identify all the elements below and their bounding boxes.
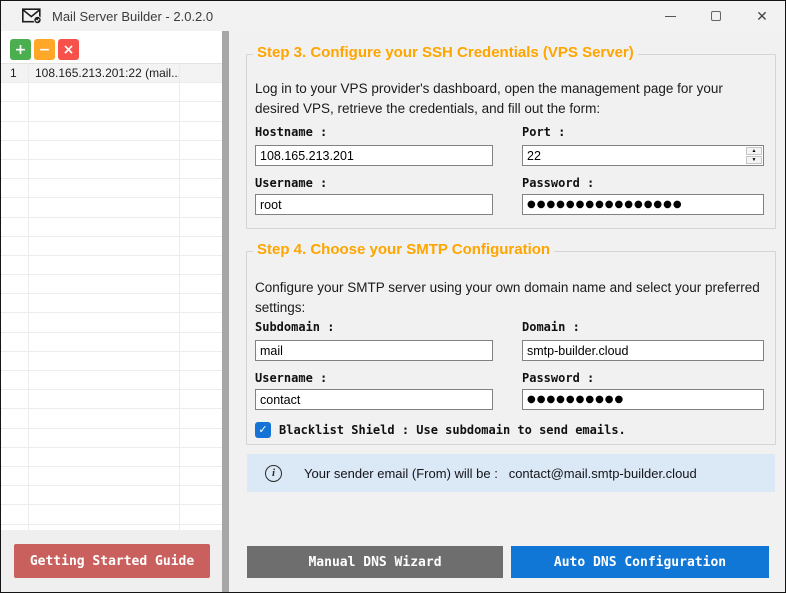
server-list-row-selected[interactable]: 1 108.165.213.201:22 (mail.... xyxy=(1,64,222,84)
server-list-row-empty[interactable] xyxy=(1,236,222,256)
close-button[interactable]: ✕ xyxy=(739,1,785,31)
manual-dns-wizard-button[interactable]: Manual DNS Wizard xyxy=(247,546,503,578)
auto-dns-configuration-button[interactable]: Auto DNS Configuration xyxy=(511,546,769,578)
port-increment-button[interactable]: ▲ xyxy=(746,147,762,155)
server-list-row-empty[interactable] xyxy=(1,447,222,467)
port-input[interactable] xyxy=(522,145,764,166)
server-list-row-empty[interactable] xyxy=(1,313,222,333)
server-list-row-empty[interactable] xyxy=(1,179,222,199)
subdomain-label: Subdomain : xyxy=(255,320,335,334)
hostname-input[interactable] xyxy=(255,145,493,166)
left-panel-footer: Getting Started Guide xyxy=(1,530,222,592)
add-server-button[interactable]: + xyxy=(10,39,31,60)
server-list-row-empty[interactable] xyxy=(1,275,222,295)
server-list-row-empty[interactable] xyxy=(1,505,222,525)
title-bar: Mail Server Builder - 2.0.2.0 ✕ xyxy=(1,1,785,31)
step4-groupbox: Step 4. Choose your SMTP Configuration C… xyxy=(246,241,776,445)
server-list-panel: + − × 1 108.165.213.201:22 (mail.... Get… xyxy=(1,31,222,592)
server-list-row-empty[interactable] xyxy=(1,332,222,352)
getting-started-guide-button[interactable]: Getting Started Guide xyxy=(14,544,210,578)
server-list-row-empty[interactable] xyxy=(1,159,222,180)
row-label: 108.165.213.201:22 (mail.... xyxy=(29,64,180,83)
window-title: Mail Server Builder - 2.0.2.0 xyxy=(52,8,214,24)
smtp-username-label: Username : xyxy=(255,371,328,385)
ssh-password-label: Password : xyxy=(522,176,595,190)
server-list-row-empty[interactable] xyxy=(1,294,222,314)
sender-email-info-bar: i Your sender email (From) will be : con… xyxy=(247,454,775,492)
server-list-row-empty[interactable] xyxy=(1,102,222,122)
delete-server-button[interactable]: × xyxy=(58,39,79,60)
server-list-row-empty[interactable] xyxy=(1,140,222,160)
close-icon: ✕ xyxy=(756,8,768,24)
server-list-row-empty[interactable] xyxy=(1,351,222,371)
sender-email-text: Your sender email (From) will be : conta… xyxy=(304,465,697,481)
step4-title: Step 4. Choose your SMTP Configuration xyxy=(253,241,555,258)
blacklist-shield-row: ✓ Blacklist Shield : Use subdomain to se… xyxy=(255,422,626,438)
server-list-row-empty[interactable] xyxy=(1,217,222,237)
hostname-label: Hostname : xyxy=(255,125,328,139)
step3-title: Step 3. Configure your SSH Credentials (… xyxy=(253,44,638,61)
server-list-row-empty[interactable] xyxy=(1,428,222,448)
server-list-row-empty[interactable] xyxy=(1,486,222,506)
minimize-button[interactable] xyxy=(647,1,693,31)
blacklist-shield-label: Blacklist Shield : Use subdomain to send… xyxy=(279,423,626,437)
server-list-row-empty[interactable] xyxy=(1,390,222,410)
server-list-row-empty[interactable] xyxy=(1,524,222,530)
row-index: 1 xyxy=(1,64,29,83)
config-panel: Step 3. Configure your SSH Credentials (… xyxy=(229,31,785,592)
server-list-row-empty[interactable] xyxy=(1,371,222,391)
window-controls: ✕ xyxy=(647,1,785,31)
server-list-row-empty[interactable] xyxy=(1,198,222,218)
smtp-password-input[interactable] xyxy=(522,389,764,410)
ssh-username-input[interactable] xyxy=(255,194,493,215)
server-list-row-empty[interactable] xyxy=(1,409,222,429)
server-list-row-empty[interactable] xyxy=(1,83,222,103)
server-list-row-empty[interactable] xyxy=(1,121,222,141)
ssh-password-input[interactable] xyxy=(522,194,764,215)
port-decrement-button[interactable]: ▼ xyxy=(746,156,762,164)
subdomain-input[interactable] xyxy=(255,340,493,361)
blacklist-shield-checkbox[interactable]: ✓ xyxy=(255,422,271,438)
domain-label: Domain : xyxy=(522,320,580,334)
server-list-row-empty[interactable] xyxy=(1,466,222,487)
port-spinner: ▲ ▼ xyxy=(522,145,764,166)
remove-server-button[interactable]: − xyxy=(34,39,55,60)
info-icon: i xyxy=(265,464,282,482)
step4-description: Configure your SMTP server using your ow… xyxy=(255,280,760,315)
server-list-toolbar: + − × xyxy=(10,39,79,60)
domain-input[interactable] xyxy=(522,340,764,361)
maximize-icon xyxy=(711,11,721,21)
panel-divider[interactable] xyxy=(222,31,229,592)
ssh-username-label: Username : xyxy=(255,176,328,190)
minimize-icon xyxy=(664,15,676,17)
smtp-password-label: Password : xyxy=(522,371,595,385)
server-list-row-empty[interactable] xyxy=(1,255,222,276)
server-list-body: 1 108.165.213.201:22 (mail.... xyxy=(1,63,222,530)
mail-app-icon xyxy=(22,8,42,24)
step3-groupbox: Step 3. Configure your SSH Credentials (… xyxy=(246,44,776,229)
step3-description: Log in to your VPS provider's dashboard,… xyxy=(255,81,723,116)
smtp-username-input[interactable] xyxy=(255,389,493,410)
maximize-button[interactable] xyxy=(693,1,739,31)
port-label: Port : xyxy=(522,125,566,139)
